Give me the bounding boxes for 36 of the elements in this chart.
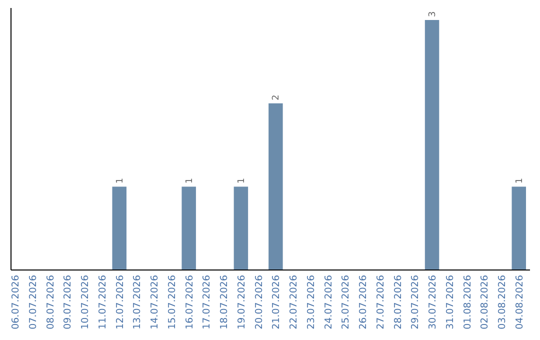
x-tick-label: 17.07.2026 bbox=[202, 275, 213, 330]
data-label: 1 bbox=[184, 178, 195, 184]
x-tick-label: 19.07.2026 bbox=[236, 275, 248, 330]
x-tick-label: 01.08.2026 bbox=[462, 275, 474, 330]
x-tick-label: 04.08.2026 bbox=[514, 275, 526, 330]
data-label: 2 bbox=[272, 94, 282, 100]
x-tick-label: 11.07.2026 bbox=[97, 275, 108, 330]
x-tick-label: 27.07.2026 bbox=[375, 275, 386, 330]
x-tick-label: 14.07.2026 bbox=[150, 275, 161, 330]
data-label: 3 bbox=[428, 11, 438, 17]
x-tick-label: 06.07.2026 bbox=[10, 275, 22, 330]
x-tick-label: 21.07.2026 bbox=[271, 275, 282, 330]
x-tick-label: 13.07.2026 bbox=[132, 275, 144, 330]
x-tick-label: 25.07.2026 bbox=[340, 275, 352, 330]
x-tick-label: 15.07.2026 bbox=[166, 275, 178, 330]
x-tick-label: 02.08.2026 bbox=[480, 275, 491, 330]
x-tick-label: 12.07.2026 bbox=[114, 275, 126, 330]
x-tick-label: 28.07.2026 bbox=[392, 275, 404, 330]
x-tick-label: 24.07.2026 bbox=[323, 275, 334, 330]
data-label: 1 bbox=[514, 178, 525, 184]
x-tick-label: 18.07.2026 bbox=[219, 275, 230, 330]
x-tick-label: 26.07.2026 bbox=[358, 275, 370, 330]
x-tick-label: 31.07.2026 bbox=[444, 275, 456, 330]
x-tick-label: 30.07.2026 bbox=[428, 275, 439, 330]
data-label: 1 bbox=[236, 178, 247, 184]
x-tick-label: 20.07.2026 bbox=[254, 275, 265, 330]
x-tick-label: 08.07.2026 bbox=[45, 275, 56, 330]
x-tick-label: 09.07.2026 bbox=[62, 275, 74, 330]
x-tick-label: 23.07.2026 bbox=[306, 275, 317, 330]
x-tick-label: 16.07.2026 bbox=[184, 275, 196, 330]
x-tick-label: 10.07.2026 bbox=[80, 275, 92, 330]
x-tick-label: 03.08.2026 bbox=[497, 275, 508, 330]
x-tick-label: 22.07.2026 bbox=[288, 275, 300, 330]
x-tick-label: 29.07.2026 bbox=[410, 275, 422, 330]
data-label: 1 bbox=[115, 178, 126, 184]
x-tick-label: 07.07.2026 bbox=[28, 275, 39, 330]
